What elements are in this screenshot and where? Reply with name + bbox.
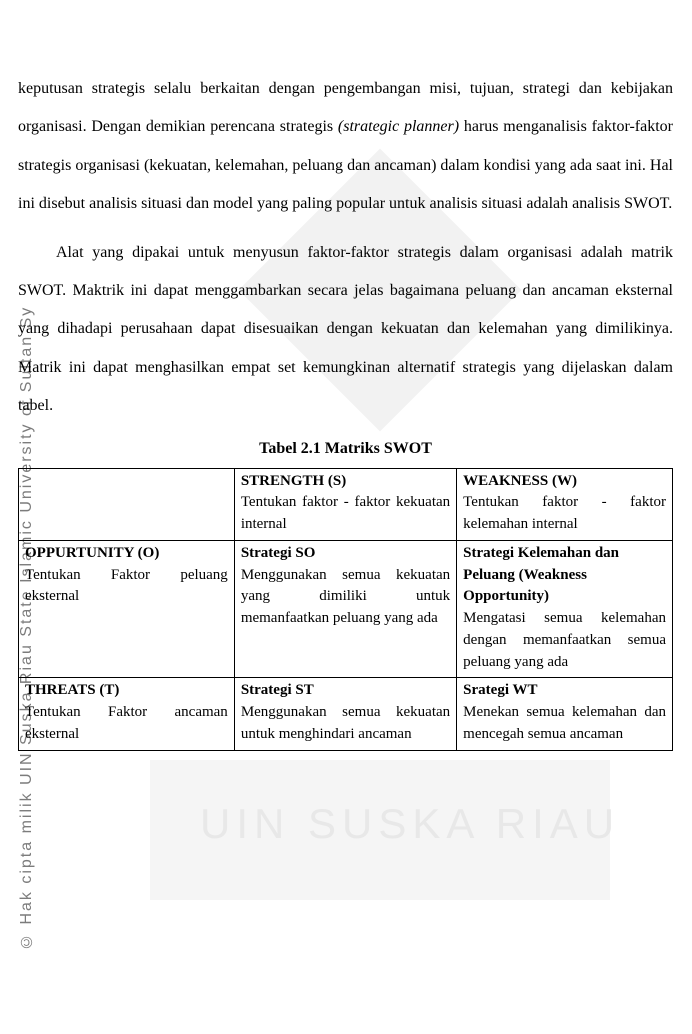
table-cell-strength: STRENGTH (S) Tentukan faktor - faktor ke… — [234, 468, 456, 540]
table-row: THREATS (T) Tentukan Faktor ancaman ekst… — [19, 678, 673, 750]
table-cell-wo: Strategi Kelemahan dan Peluang (Weakness… — [457, 540, 673, 678]
table-cell-threats: THREATS (T) Tentukan Faktor ancaman ekst… — [19, 678, 235, 750]
swot-table: STRENGTH (S) Tentukan faktor - faktor ke… — [18, 468, 673, 751]
table-title: Tabel 2.1 Matriks SWOT — [18, 440, 673, 458]
table-cell-st: Strategi ST Menggunakan semua kekuatan u… — [234, 678, 456, 750]
table-cell-opportunity: OPPURTUNITY (O) Tentukan Faktor peluang … — [19, 540, 235, 678]
watermark-text: UIN SUSKA RIAU — [200, 800, 620, 848]
st-body: Menggunakan semua kekuatan untuk menghin… — [241, 702, 450, 746]
table-cell-blank — [19, 468, 235, 540]
paragraph-1: keputusan strategis selalu berkaitan den… — [18, 70, 673, 224]
threats-body: Tentukan Faktor ancaman eksternal — [25, 702, 228, 746]
page-content: keputusan strategis selalu berkaitan den… — [18, 70, 673, 751]
wt-body: Menekan semua kelemahan dan mencegah sem… — [463, 702, 666, 746]
table-cell-so: Strategi SO Menggunakan semua kekuatan y… — [234, 540, 456, 678]
paragraph-2: Alat yang dipakai untuk menyusun faktor-… — [18, 234, 673, 426]
opportunity-body: Tentukan Faktor peluang eksternal — [25, 565, 228, 609]
so-body: Menggunakan semua kekuatan yang dimiliki… — [241, 565, 450, 630]
weakness-title: WEAKNESS (W) — [463, 471, 666, 493]
wo-title: Strategi Kelemahan dan Peluang (Weakness… — [463, 543, 666, 608]
strength-title: STRENGTH (S) — [241, 471, 450, 493]
weakness-body: Tentukan faktor - faktor kelemahan inter… — [463, 492, 666, 536]
paragraph-1-italic: (strategic planner) — [338, 118, 459, 135]
threats-title: THREATS (T) — [25, 680, 228, 702]
table-cell-wt: Srategi WT Menekan semua kelemahan dan m… — [457, 678, 673, 750]
opportunity-title: OPPURTUNITY (O) — [25, 543, 228, 565]
wt-title: Srategi WT — [463, 680, 666, 702]
so-title: Strategi SO — [241, 543, 450, 565]
wo-body: Mengatasi semua kelemahan dengan memanfa… — [463, 608, 666, 673]
strength-body: Tentukan faktor - faktor kekuatan intern… — [241, 492, 450, 536]
table-cell-weakness: WEAKNESS (W) Tentukan faktor - faktor ke… — [457, 468, 673, 540]
table-row: OPPURTUNITY (O) Tentukan Faktor peluang … — [19, 540, 673, 678]
table-row: STRENGTH (S) Tentukan faktor - faktor ke… — [19, 468, 673, 540]
watermark-band — [150, 760, 610, 900]
st-title: Strategi ST — [241, 680, 450, 702]
